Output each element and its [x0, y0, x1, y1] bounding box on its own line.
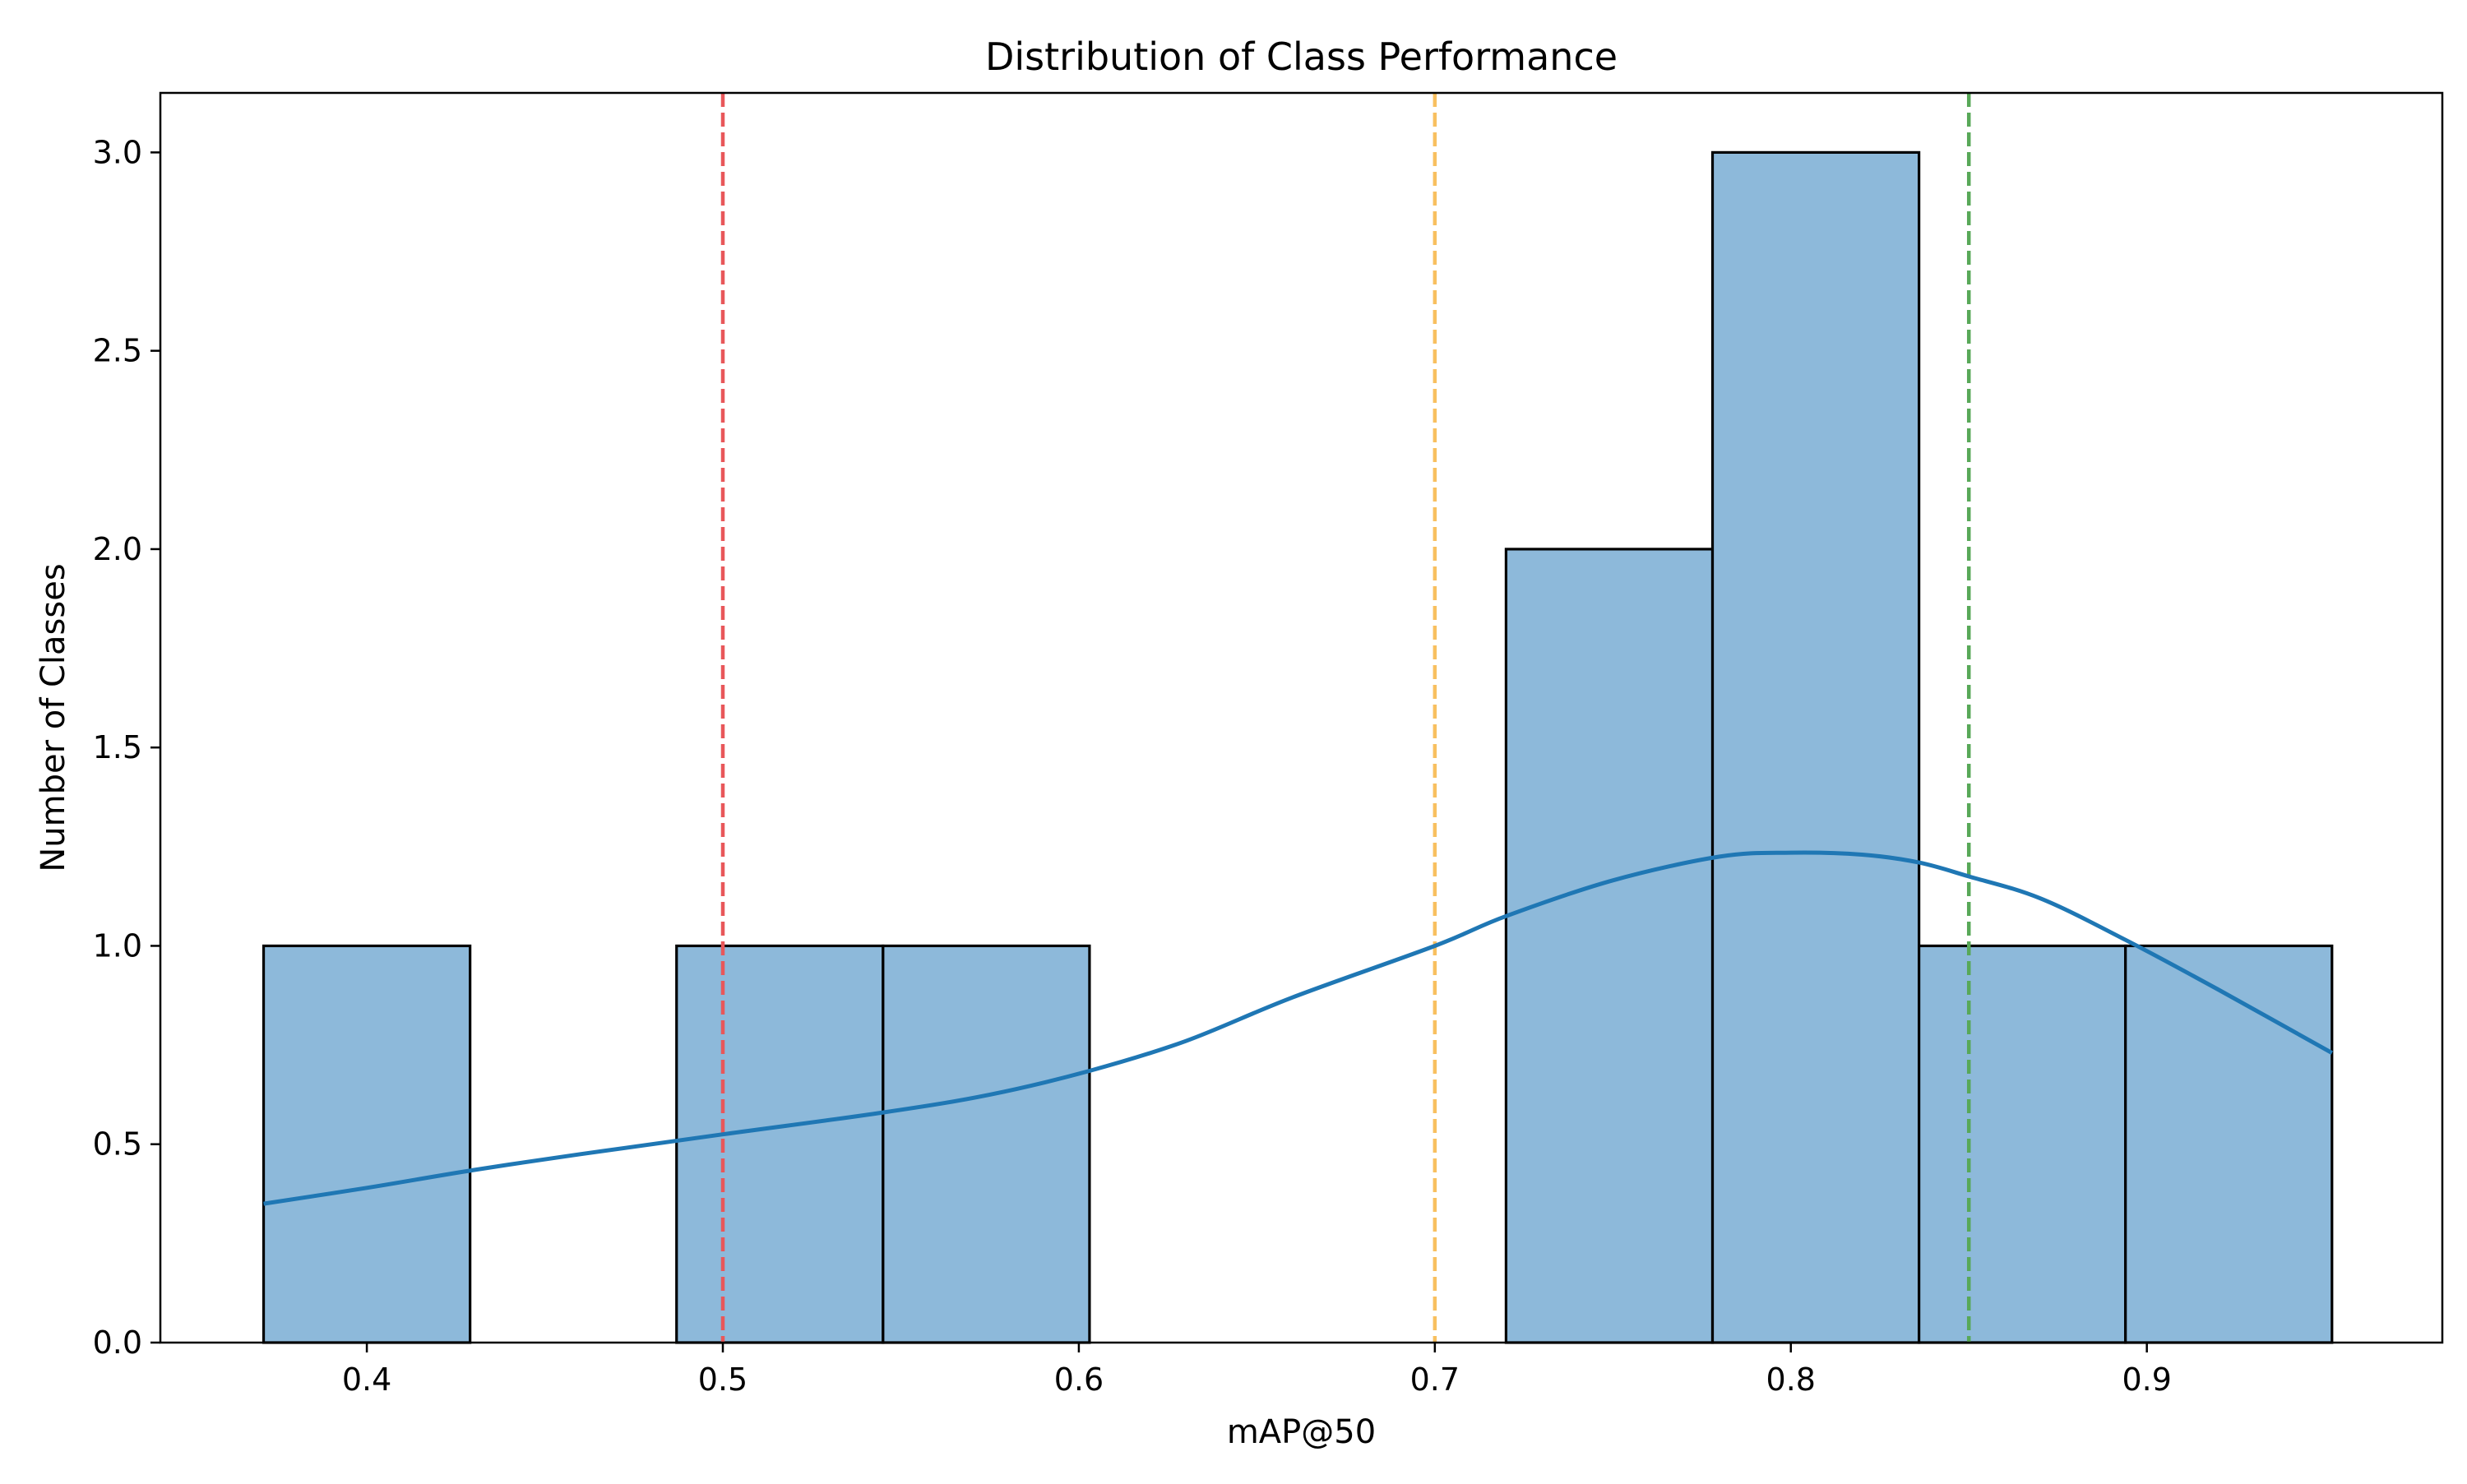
- histogram-bar-7: [1504, 548, 1715, 1344]
- y-tick-label: 0.5: [93, 1126, 142, 1163]
- y-axis-ticks: 0.0 0.5 1.0 1.5 2.0 2.5 3.0: [93, 134, 160, 1361]
- x-tick-label: 0.8: [1766, 1361, 1816, 1398]
- x-tick-label: 0.6: [1054, 1361, 1104, 1398]
- histogram-bar-3: [675, 944, 885, 1344]
- y-tick-label: 0.0: [93, 1325, 142, 1361]
- histogram-bar-9: [1918, 944, 2127, 1344]
- x-tick-label: 0.5: [698, 1361, 748, 1398]
- plot-frame: [159, 91, 2444, 1344]
- kde-layer: [263, 850, 2334, 1206]
- kde-curve: [263, 850, 2334, 1206]
- y-tick-label: 1.0: [93, 927, 142, 964]
- x-tick-label: 0.7: [1410, 1361, 1460, 1398]
- y-tick-label: 1.5: [93, 729, 142, 765]
- x-tick-label: 0.9: [2122, 1361, 2171, 1398]
- y-tick-label: 2.0: [93, 531, 142, 567]
- histogram-bar-4: [882, 944, 1091, 1344]
- chart-title: Distribution of Class Performance: [985, 35, 1618, 79]
- y-tick-label: 2.5: [93, 333, 142, 369]
- bars-layer: [262, 150, 2334, 1344]
- x-axis-title: mAP@50: [1227, 1413, 1376, 1451]
- histogram-bar-8: [1710, 150, 1921, 1344]
- x-axis-ticks: 0.4 0.5 0.6 0.7 0.8 0.9: [342, 1343, 2172, 1398]
- y-tick-label: 3.0: [93, 134, 142, 170]
- reference-lines-layer: [720, 93, 1971, 1343]
- y-axis-title: Number of Classes: [35, 563, 72, 871]
- x-tick-label: 0.4: [342, 1361, 391, 1398]
- histogram-bar-10: [2124, 944, 2334, 1344]
- histogram-bar-1: [262, 944, 472, 1344]
